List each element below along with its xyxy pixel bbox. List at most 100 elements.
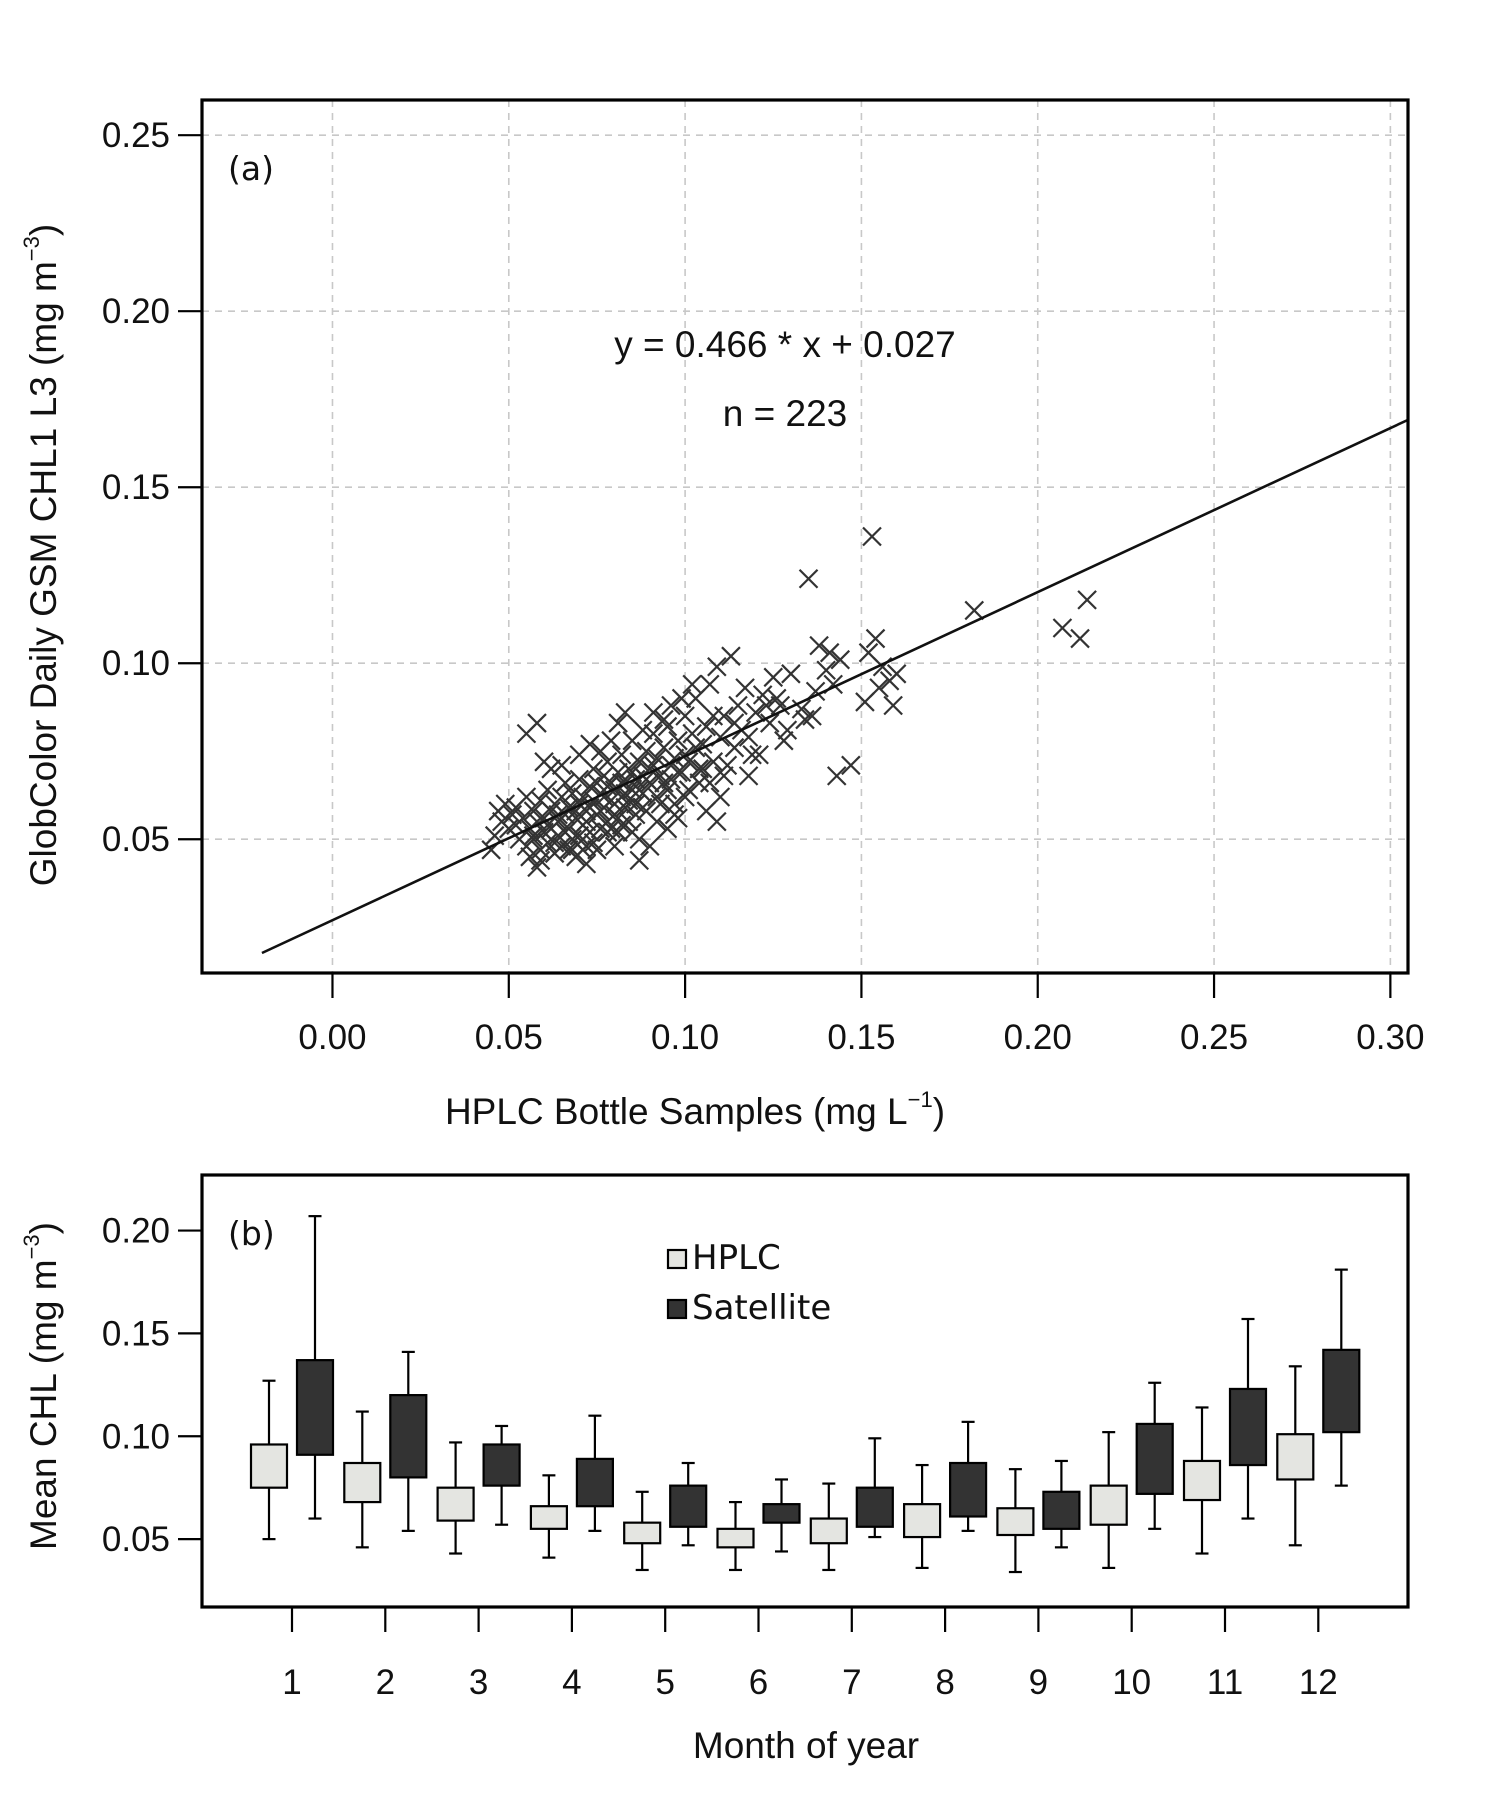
data-point (795, 709, 815, 730)
box-body (996, 1507, 1035, 1537)
data-point (826, 766, 847, 786)
legend-swatch-hplc (666, 1248, 688, 1270)
box-satellite (575, 1414, 615, 1532)
x-tick-label: 0.10 (651, 1018, 719, 1057)
y-tick-label: 0.15 (102, 468, 170, 507)
panel-b-y-axis-title: Mean CHL (mg m−3) (19, 1222, 64, 1550)
data-point (721, 646, 741, 666)
data-point (643, 723, 664, 744)
data-point (657, 818, 678, 839)
box-hplc (436, 1441, 475, 1555)
data-point (527, 713, 547, 733)
data-point (964, 600, 985, 621)
x-tick-label: 4 (562, 1663, 581, 1702)
data-point (580, 797, 600, 818)
panel-b-boxes (249, 1215, 1361, 1574)
box-satellite (1135, 1381, 1174, 1530)
data-point (689, 759, 709, 779)
data-point (558, 840, 579, 860)
data-point (608, 713, 628, 733)
panel-a-label: (a) (228, 149, 274, 188)
data-point (650, 794, 671, 814)
data-point (742, 744, 762, 765)
x-tick-label: 5 (655, 1663, 674, 1702)
data-point (615, 702, 635, 723)
legend-swatch-satellite (666, 1298, 688, 1320)
y-tick-label: 0.15 (102, 1314, 170, 1353)
data-point (809, 635, 829, 656)
data-point (569, 769, 590, 790)
data-point (611, 744, 632, 765)
box-hplc (1089, 1431, 1128, 1570)
data-point (495, 794, 516, 814)
data-point (608, 762, 628, 783)
data-point (883, 695, 903, 716)
data-point (629, 780, 650, 800)
legend-label-satellite: Satellite (692, 1288, 831, 1328)
data-point (830, 649, 851, 670)
box-body (1089, 1484, 1128, 1526)
data-point (749, 744, 769, 765)
x-tick-label: 10 (1112, 1663, 1151, 1702)
data-point (777, 720, 798, 740)
box-satellite (389, 1350, 428, 1532)
data-point (636, 769, 657, 790)
data-point (781, 664, 801, 684)
data-point (633, 720, 653, 740)
data-point (745, 702, 766, 723)
data-point (671, 688, 692, 709)
data-point (728, 695, 748, 716)
panel-a-frame (200, 98, 1410, 975)
x-tick-label: 8 (935, 1663, 954, 1702)
data-point (675, 706, 695, 726)
box-hplc (249, 1379, 289, 1541)
data-point (671, 762, 692, 783)
data-point (1077, 590, 1097, 610)
box-satellite (482, 1424, 521, 1526)
box-hplc (902, 1463, 942, 1570)
x-tick-label: 2 (376, 1663, 395, 1702)
box-body (529, 1505, 569, 1530)
data-point (767, 688, 787, 709)
box-body (809, 1517, 848, 1545)
data-point (1070, 628, 1090, 649)
box-satellite (669, 1461, 708, 1547)
data-point (735, 678, 755, 698)
data-point (724, 737, 745, 758)
box-hplc (529, 1474, 569, 1559)
panel-a-scatter: 0.00 0.05 0.10 0.15 0.20 0.25 0.30 0.05 0.10 0.15… (19, 98, 1424, 1132)
data-point (629, 850, 650, 871)
x-tick-label: 0.30 (1356, 1018, 1424, 1057)
x-tick-label: 6 (749, 1663, 768, 1702)
box-satellite (1228, 1317, 1268, 1520)
y-tick-label: 0.05 (102, 1520, 170, 1559)
box-satellite (295, 1215, 335, 1520)
regression-equation: y = 0.466 * x + 0.027 (614, 324, 955, 365)
data-point (738, 727, 759, 747)
box-body (249, 1443, 289, 1489)
data-point (583, 832, 604, 853)
x-tick-label: 9 (1029, 1663, 1048, 1702)
legend: HPLC Satellite (666, 1238, 831, 1328)
box-body (1276, 1433, 1315, 1481)
data-point (841, 755, 861, 776)
data-point (601, 818, 621, 839)
data-point (551, 755, 572, 776)
data-point (886, 664, 907, 684)
box-hplc (809, 1482, 848, 1572)
x-tick-label: 0.00 (298, 1018, 366, 1057)
box-body (1182, 1459, 1222, 1502)
box-satellite (948, 1420, 988, 1532)
data-point (520, 847, 540, 867)
data-point (759, 713, 780, 733)
data-point (580, 822, 600, 842)
box-satellite (855, 1437, 894, 1539)
box-body (436, 1486, 475, 1522)
box-body (669, 1484, 708, 1528)
x-tick-label: 0.25 (1180, 1018, 1248, 1057)
data-point (1052, 618, 1073, 638)
data-point (703, 706, 724, 726)
box-body (575, 1457, 615, 1508)
